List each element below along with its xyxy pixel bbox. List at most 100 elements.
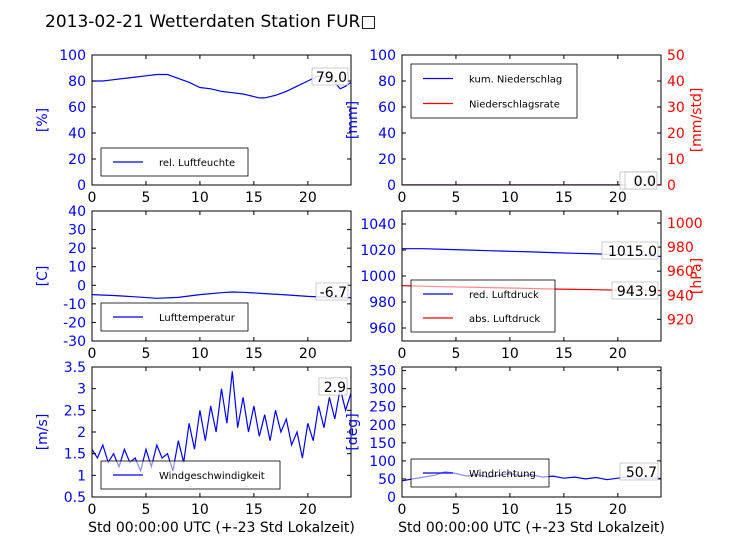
x-tick-label: 5 (451, 346, 460, 362)
y-tick-label: 1 (77, 468, 86, 484)
axes-frame (401, 54, 662, 186)
x-tick-label: 0 (88, 190, 97, 206)
y2-tick-label: 40 (667, 74, 685, 90)
y-tick-label: 0 (77, 278, 86, 294)
y-tick-label: 10 (68, 260, 86, 276)
y-tick-label: 200 (369, 418, 396, 434)
current-value-label: 50.7 (626, 465, 657, 481)
panel-pressure: 0 5 10 15 20 960 980 1000 1020 1040 920 940 960 980 10… (360, 210, 705, 362)
y-tick-label: 60 (68, 100, 86, 116)
x-tick-label: 20 (609, 346, 627, 362)
y-tick-label: 300 (369, 382, 396, 398)
x-tick-label: 20 (609, 190, 627, 206)
y-tick-label: 2.5 (64, 403, 86, 419)
y-tick-label: 1040 (360, 217, 396, 233)
y-tick-label: 20 (378, 152, 396, 168)
y-tick-label: 0 (387, 178, 396, 194)
y-tick-label: 80 (68, 74, 86, 90)
axes-frame (91, 54, 352, 186)
legend-box (410, 279, 556, 333)
legend-label: Windgeschwindigkeit (159, 471, 265, 482)
y-tick-label: 20 (68, 241, 86, 257)
y-tick-label: 350 (369, 364, 396, 380)
y2-tick-label: 940 (667, 288, 694, 304)
y-tick-label: -10 (63, 297, 86, 313)
y-tick-label: 0.5 (64, 490, 86, 506)
y-tick-label: 80 (378, 74, 396, 90)
current-value-box (318, 377, 348, 396)
y-tick-label: 100 (59, 48, 86, 64)
y-axis-label: [%] (35, 108, 51, 132)
x-tick-label: 15 (245, 190, 263, 206)
x-tick-label: 15 (555, 502, 573, 518)
legend-box (410, 63, 578, 119)
x-tick-label: 15 (245, 502, 263, 518)
y-tick-label: 960 (369, 321, 396, 337)
y-tick-label: 150 (369, 436, 396, 452)
current-value-label: 0.0 (634, 174, 656, 190)
y-tick-label: 30 (68, 223, 86, 239)
current-value-box (311, 67, 349, 86)
current-value-box (601, 241, 659, 260)
x-tick-label: 10 (191, 502, 209, 518)
x-tick-label: 10 (191, 346, 209, 362)
y-tick-label: 100 (369, 454, 396, 470)
x-tick-label: 5 (451, 190, 460, 206)
series-line-temperature-0 (92, 291, 351, 299)
series-line-windspeed-0 (92, 371, 351, 473)
x-tick-label: 0 (88, 346, 97, 362)
x-tick-label: 10 (191, 190, 209, 206)
y-tick-label: 3.5 (64, 360, 86, 376)
legend-label: kum. Niederschlag (469, 75, 562, 86)
y2-axis-label: [mm/std] (689, 88, 705, 153)
y2-tick-label: 30 (667, 100, 685, 116)
x-tick-label: 0 (398, 346, 407, 362)
y-tick-label: -30 (63, 334, 86, 350)
y-tick-label: 1.5 (64, 447, 86, 463)
y2-tick-label: 960 (667, 264, 694, 280)
axes-frame (401, 366, 662, 498)
y-axis-label: [deg] (345, 413, 361, 450)
x-tick-label: 20 (299, 346, 317, 362)
y-axis-label: [mm] (345, 101, 361, 139)
y-tick-label: 40 (68, 126, 86, 142)
y2-tick-label: 20 (667, 126, 685, 142)
legend-label: red. Luftdruck (469, 290, 539, 301)
x-tick-label: 20 (299, 190, 317, 206)
x-tick-label: 5 (141, 190, 150, 206)
x-tick-label: 0 (398, 502, 407, 518)
y-tick-label: 3 (77, 382, 86, 398)
x-tick-label: 15 (245, 346, 263, 362)
x-tick-label: 5 (141, 502, 150, 518)
x-tick-label: 10 (501, 502, 519, 518)
current-value-label: 2.9 (324, 380, 346, 396)
legend-label: Niederschlagsrate (469, 100, 560, 111)
y2-axis-label: [hPa] (689, 258, 705, 294)
y-tick-label: 1020 (360, 243, 396, 259)
y-tick-label: -20 (63, 315, 86, 331)
y-tick-label: 2 (77, 425, 86, 441)
x-tick-label: 0 (398, 190, 407, 206)
x-tick-label: 0 (88, 502, 97, 518)
y2-tick-label: 920 (667, 312, 694, 328)
x-tick-label: 20 (609, 502, 627, 518)
panel-windspeed: 0 5 10 15 20 0.5 1 1.5 2 2.5 3 3.5 [m/s] Std 00:00:00… (35, 360, 355, 536)
current-value-label: 943.9 (617, 284, 657, 300)
current-value-box (624, 171, 658, 190)
current-value-label: 1015.0 (608, 244, 657, 260)
y-tick-label: 60 (378, 100, 396, 116)
panel-humidity: 0 5 10 15 20 0 20 40 60 80 100 [%] rel. Luftfeuchte 7… (35, 48, 352, 206)
panel-precipitation: 0 5 10 15 20 0 20 40 60 80 100 0 10 20 30 40 50 [mm/std] [… (345, 48, 705, 206)
x-axis-label: Std 00:00:00 UTC (+-23 Std Lokalzeit) (88, 520, 355, 536)
y-tick-label: 0 (387, 490, 396, 506)
y-tick-label: 100 (369, 48, 396, 64)
axes-frame (91, 210, 352, 342)
x-tick-label: 5 (141, 346, 150, 362)
y2-tick-label: 980 (667, 240, 694, 256)
x-tick-label: 15 (555, 190, 573, 206)
y2-tick-label: 50 (667, 48, 685, 64)
legend-label: Windrichtung (469, 469, 536, 480)
panel-temperature: 0 5 10 15 20 -30 -20 -10 0 10 20 30 40 [C] Lufttempera… (35, 204, 352, 362)
